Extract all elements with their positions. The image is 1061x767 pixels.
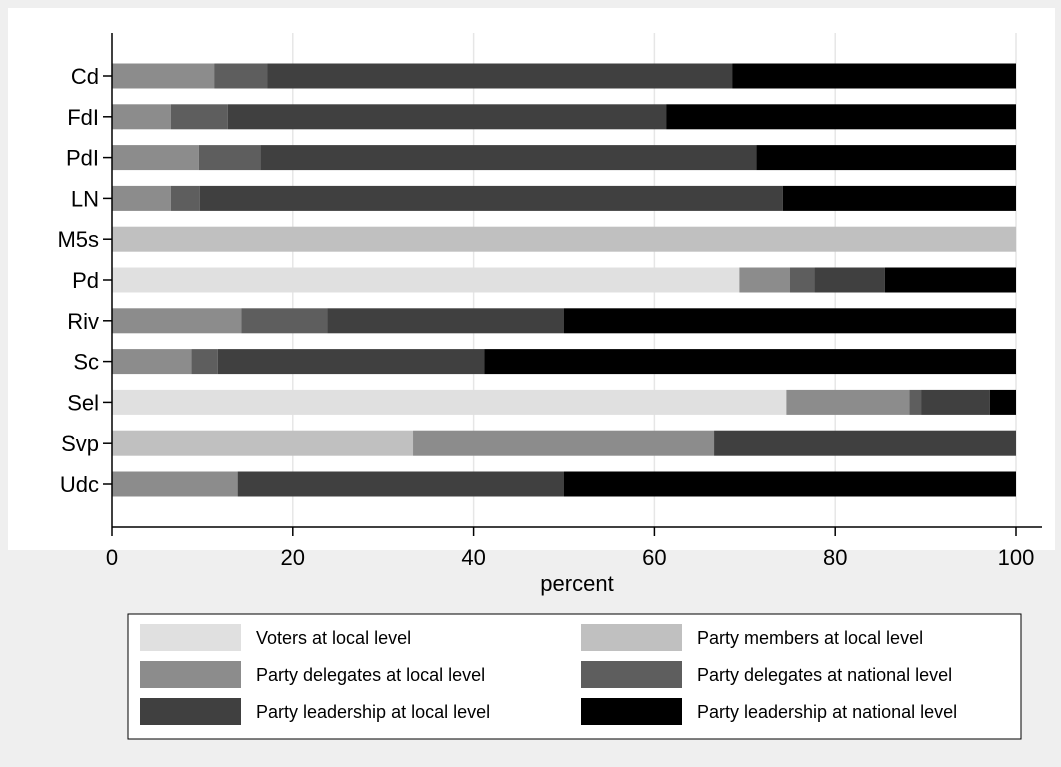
bar-segment — [756, 145, 1016, 171]
legend-label: Party members at local level — [697, 628, 923, 648]
bar-segment — [921, 389, 990, 415]
bar-segment — [112, 471, 238, 497]
bar-segment — [484, 349, 1016, 375]
bar-segment — [112, 389, 787, 415]
bar-segment — [909, 389, 922, 415]
bar-segment — [112, 185, 171, 211]
bar-segment — [199, 185, 783, 211]
bar-segment — [214, 63, 268, 89]
bar-segment — [989, 389, 1016, 415]
bar-segment — [732, 63, 1016, 89]
bar-segment — [170, 104, 228, 130]
bar-segment — [739, 267, 790, 293]
x-tick-label: 60 — [642, 545, 666, 570]
legend: Voters at local level Party members at lo… — [140, 624, 957, 725]
bar-segment — [237, 471, 564, 497]
legend-swatch — [140, 624, 241, 651]
bar-segment — [786, 389, 910, 415]
bar-segment — [714, 430, 1016, 456]
x-tick-label: 20 — [281, 545, 305, 570]
bar-segment — [782, 185, 1016, 211]
legend-box — [127, 613, 1022, 740]
legend-label: Party delegates at local level — [256, 665, 485, 685]
y-tick-label: Riv — [67, 309, 99, 334]
y-tick-label: FdI — [67, 105, 99, 130]
y-tick-label: Pd — [72, 268, 99, 293]
x-tick-label: 80 — [823, 545, 847, 570]
legend-label: Party delegates at national level — [697, 665, 952, 685]
bar-segment — [564, 308, 1016, 334]
bar-segment — [170, 185, 200, 211]
bar-segment — [112, 104, 171, 130]
legend-swatch — [581, 661, 682, 688]
bar-segment — [666, 104, 1016, 130]
y-tick-label: Svp — [61, 431, 99, 456]
bar-segment — [217, 349, 485, 375]
bar-segment — [564, 471, 1016, 497]
bar-segment — [112, 267, 740, 293]
bar-segment — [112, 63, 215, 89]
bar-segment — [112, 430, 414, 456]
bar-segment — [227, 104, 667, 130]
legend-label: Voters at local level — [256, 628, 411, 648]
y-tick-label: Udc — [60, 472, 99, 497]
x-axis-title: percent — [540, 571, 613, 596]
bar-segment — [112, 145, 199, 171]
bar-segment — [260, 145, 757, 171]
legend-swatch — [140, 661, 241, 688]
bar-segment — [790, 267, 815, 293]
y-tick-label: Cd — [71, 64, 99, 89]
bar-segment — [112, 308, 242, 334]
bars — [112, 63, 1016, 497]
legend-label: Party leadership at local level — [256, 702, 490, 722]
y-tick-label: Sel — [67, 390, 99, 415]
y-tick-label: LN — [71, 186, 99, 211]
legend-swatch — [581, 698, 682, 725]
y-tick-label: Sc — [73, 350, 99, 375]
legend-label: Party leadership at national level — [697, 702, 957, 722]
bar-segment — [191, 349, 218, 375]
bar-segment — [198, 145, 261, 171]
bar-segment — [241, 308, 328, 334]
legend-swatch — [140, 698, 241, 725]
bar-segment — [267, 63, 733, 89]
bar-segment — [112, 349, 192, 375]
bar-segment — [112, 226, 1016, 252]
bar-segment — [884, 267, 1016, 293]
bar-segment — [814, 267, 885, 293]
x-tick-label: 100 — [998, 545, 1035, 570]
bar-segment — [413, 430, 715, 456]
x-axis-ticks: 0 20 40 60 80 100 — [106, 527, 1034, 570]
legend-swatch — [581, 624, 682, 651]
y-tick-label: PdI — [66, 146, 99, 171]
x-tick-label: 40 — [461, 545, 485, 570]
y-axis-ticks: Cd FdI PdI LN M5s Pd Riv Sc Sel Svp Udc — [57, 64, 112, 497]
x-tick-label: 0 — [106, 545, 118, 570]
bar-segment — [327, 308, 564, 334]
y-tick-label: M5s — [57, 227, 99, 252]
